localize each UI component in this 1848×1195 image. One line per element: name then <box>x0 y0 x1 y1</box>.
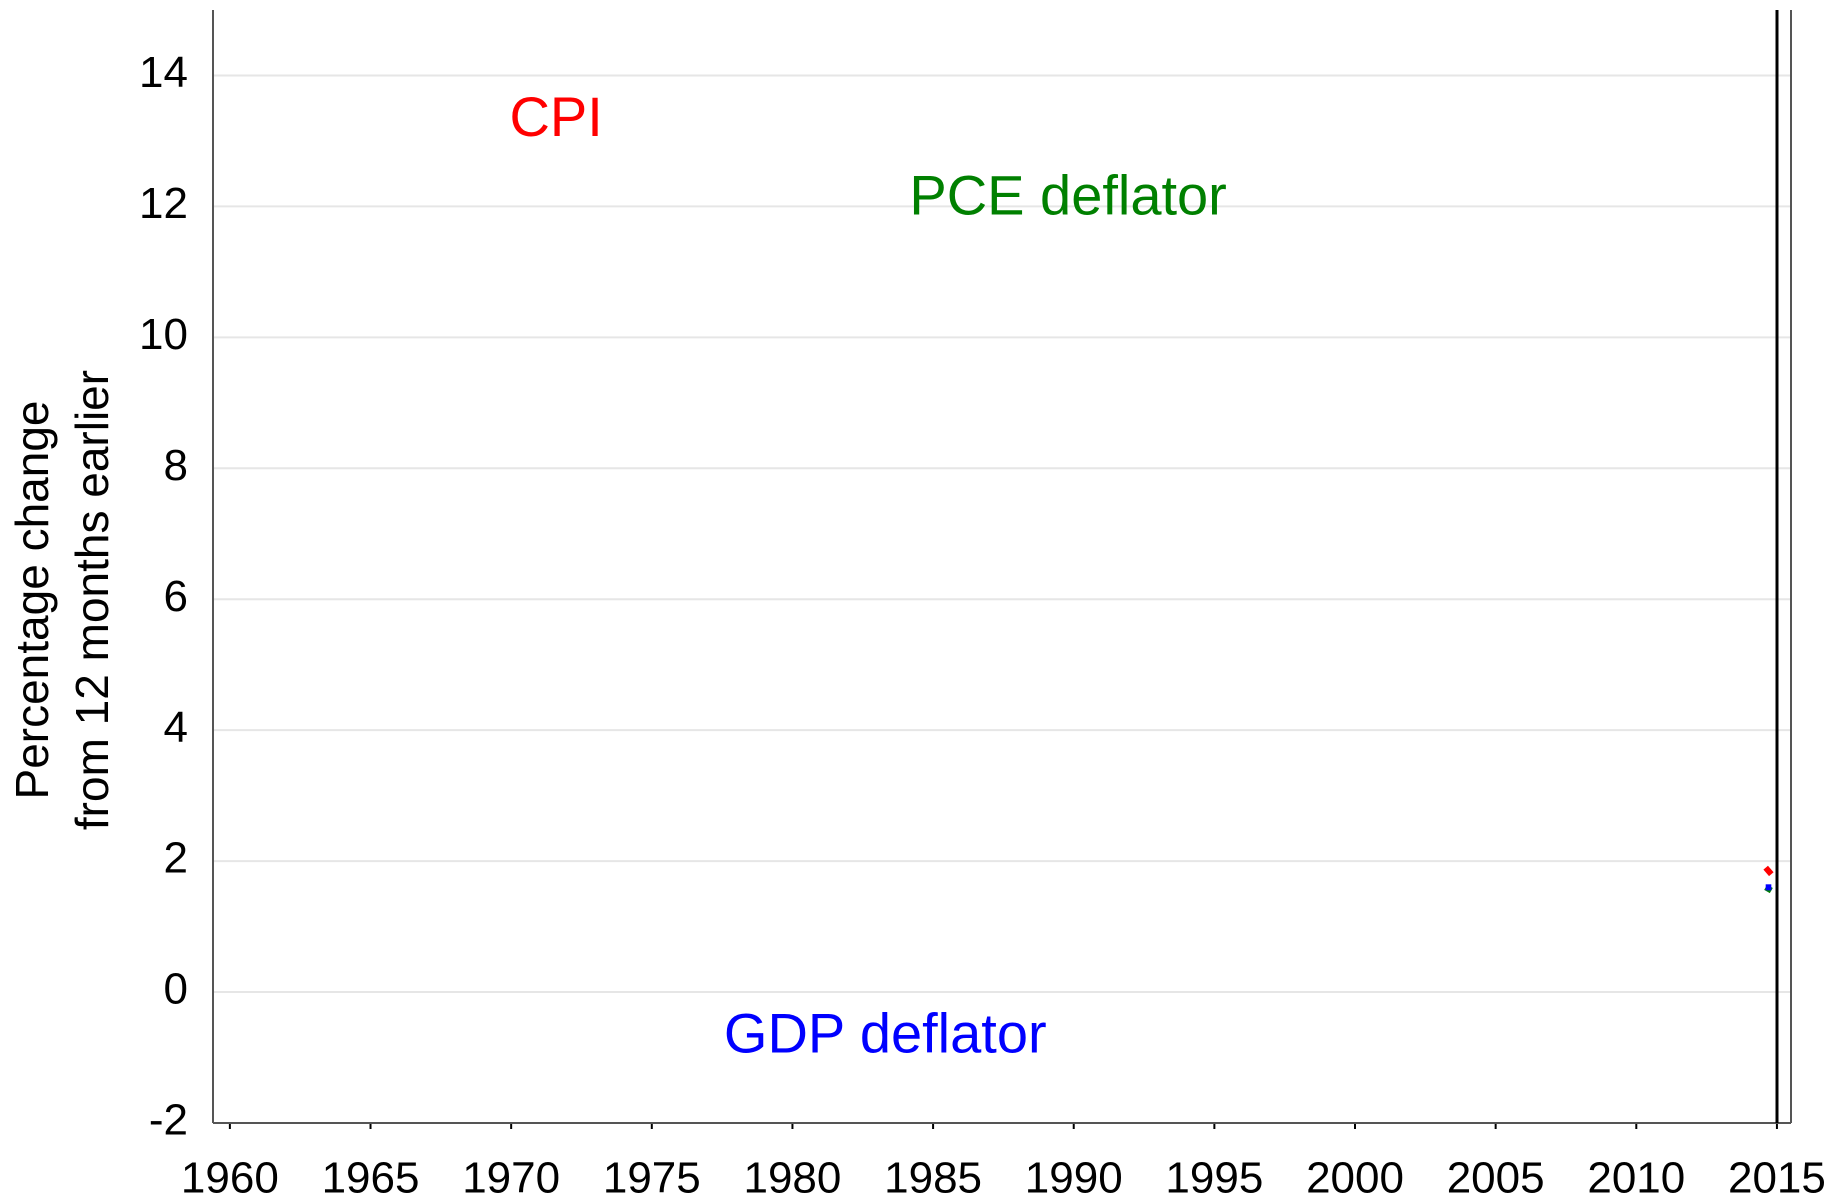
x-tick-label: 1990 <box>1025 1154 1123 1195</box>
annotation: GDP deflator <box>724 1002 1047 1065</box>
y-tick-label: 2 <box>164 834 188 883</box>
x-tick-label: 2015 <box>1728 1154 1826 1195</box>
x-tick-label: 1975 <box>603 1154 701 1195</box>
y-tick-label: 14 <box>139 48 188 97</box>
series-line <box>1763 865 1774 877</box>
x-tick-label: 1985 <box>884 1154 982 1195</box>
annotation: CPI <box>509 85 602 148</box>
annotation: PCE deflator <box>909 164 1227 227</box>
y-tick-label: -2 <box>149 1096 188 1145</box>
x-tick-label: 1965 <box>322 1154 420 1195</box>
y-tick-label: 10 <box>139 310 188 359</box>
x-tick-label: 1960 <box>181 1154 279 1195</box>
x-tick-label: 1970 <box>462 1154 560 1195</box>
x-tick-label: 1995 <box>1165 1154 1263 1195</box>
y-tick-label: 0 <box>164 965 188 1014</box>
y-tick-label: 4 <box>164 703 188 752</box>
x-tick-label: 1980 <box>743 1154 841 1195</box>
y-tick-label: 6 <box>164 572 188 621</box>
y-tick-label: 12 <box>139 179 188 228</box>
x-tick-label: 2010 <box>1587 1154 1685 1195</box>
y-axis-label: Percentage change <box>6 401 58 800</box>
y-axis-label: from 12 months earlier <box>66 370 118 830</box>
x-tick-label: 2000 <box>1306 1154 1404 1195</box>
y-tick-label: 8 <box>164 441 188 490</box>
x-tick-label: 2005 <box>1447 1154 1545 1195</box>
